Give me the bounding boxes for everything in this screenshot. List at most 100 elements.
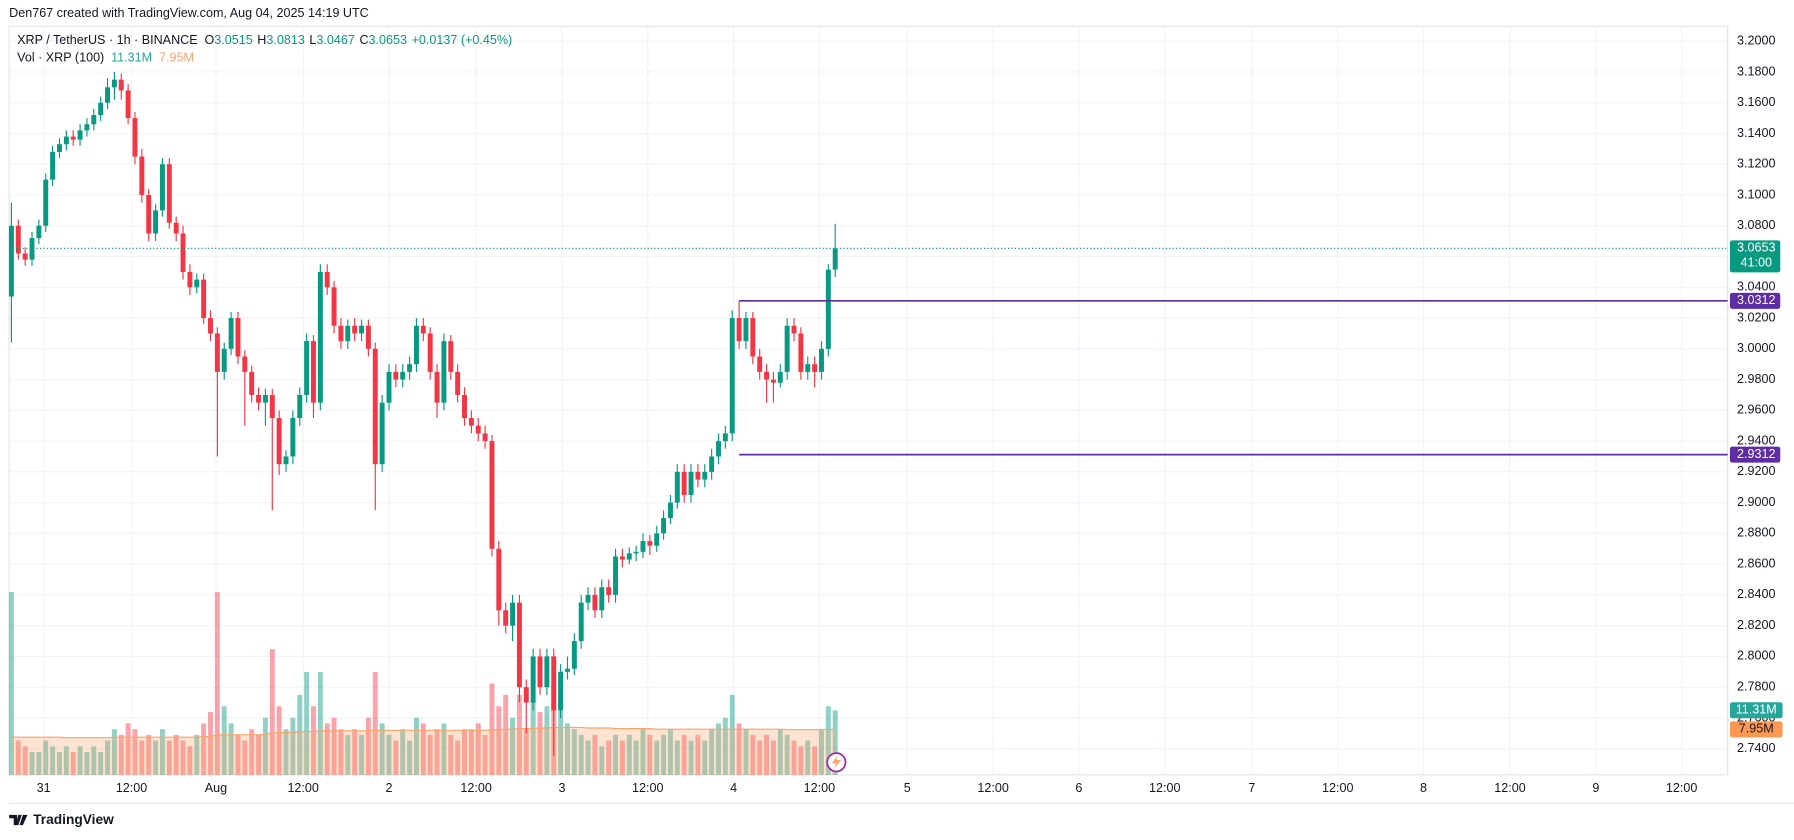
candle-body: [63, 136, 69, 145]
volume-bar: [523, 729, 529, 775]
candle-body: [153, 210, 159, 234]
volume-bar: [503, 694, 509, 775]
chart-frame: [8, 25, 1729, 776]
volume-bar: [434, 729, 440, 775]
legend-value: 3.0515: [214, 33, 252, 47]
candle-body: [448, 341, 454, 372]
volume-bar: [516, 694, 522, 775]
candle-body: [359, 325, 364, 334]
x-tick-label: 12:00: [1322, 781, 1353, 795]
candle-body: [221, 348, 227, 372]
volume-bar: [228, 723, 234, 775]
volume-bar: [661, 734, 667, 775]
candle-body: [228, 318, 234, 349]
volume-bar: [468, 729, 474, 775]
y-tick-label: 2.8400: [1737, 587, 1775, 601]
volume-bar: [407, 740, 413, 775]
candle-body: [798, 333, 804, 372]
volume-bar: [420, 723, 426, 775]
candle-body: [70, 136, 76, 140]
x-tick-label: 7: [1248, 781, 1255, 795]
volume-bar: [667, 729, 673, 775]
y-tick-label: 3.0800: [1737, 218, 1775, 232]
volume-bar: [441, 723, 447, 775]
volume-bar: [462, 729, 467, 775]
candle-body: [716, 441, 721, 457]
candle-body: [702, 471, 708, 480]
brand: TradingView: [33, 812, 114, 827]
volume-bar: [365, 717, 371, 775]
volume-bar: [283, 729, 289, 775]
legend-value: 3.0467: [316, 33, 354, 47]
volume-bar: [537, 712, 543, 775]
volume-ma-area: [11, 727, 836, 775]
legend-key: O: [204, 33, 214, 47]
x-tick-label: 12:00: [1666, 781, 1697, 795]
level-label: 3.0312: [1737, 293, 1775, 307]
y-tick-label: 2.9800: [1737, 372, 1775, 386]
volume-bar: [187, 746, 193, 775]
x-tick-label: 12:00: [460, 781, 491, 795]
volume-bar: [317, 672, 323, 775]
candle-body: [565, 668, 570, 672]
volume-bar: [166, 740, 172, 775]
volume-bar: [338, 729, 344, 775]
candle-body: [372, 348, 378, 465]
volume-bar: [91, 746, 97, 775]
volume-bar: [125, 723, 131, 775]
banner: Den767 created with TradingView.com, Aug…: [9, 6, 369, 20]
candle-body: [214, 333, 220, 372]
candle-body: [523, 687, 529, 703]
candle-body: [462, 394, 467, 419]
candle-body: [249, 371, 255, 395]
candle-body: [111, 79, 117, 88]
candle-body: [516, 602, 522, 688]
volume-ma-line: [11, 726, 836, 739]
candle-body: [482, 433, 488, 442]
volume-bar: [729, 694, 735, 775]
volume-bar: [63, 746, 69, 775]
y-tick-label: 3.0200: [1737, 310, 1775, 324]
candle-body: [613, 556, 618, 595]
volume-bar: [249, 729, 255, 775]
candle-body: [84, 124, 90, 131]
legend-key: L: [309, 33, 316, 47]
volume-bar: [812, 746, 818, 775]
candle-body: [578, 602, 584, 642]
candle-body: [420, 325, 426, 334]
candle-body: [393, 371, 399, 380]
volume-bar: [304, 672, 310, 775]
candle-body: [235, 318, 241, 357]
volume-bar: [43, 740, 49, 775]
candle-body: [743, 318, 749, 342]
candle-body: [187, 271, 193, 288]
candle-body: [166, 164, 172, 223]
volume-bar: [757, 740, 763, 775]
y-tick-label: 3.1400: [1737, 126, 1775, 140]
y-tick-label: 3.1200: [1737, 157, 1775, 171]
volume-bar: [716, 723, 721, 775]
candle-body: [455, 371, 461, 395]
volume-bar: [153, 740, 159, 775]
volume-bar: [105, 740, 110, 775]
candle-body: [510, 602, 516, 626]
volume-bar: [290, 717, 296, 775]
candle-body: [757, 356, 763, 372]
volume-bar: [743, 729, 749, 775]
volume-bar: [214, 592, 220, 775]
volume-bar: [262, 717, 268, 775]
volume-bar: [592, 734, 598, 775]
candle-body: [29, 238, 35, 260]
candle-body: [352, 325, 358, 334]
volume-bar: [475, 723, 481, 775]
volume-bar: [709, 729, 715, 775]
candle-body: [297, 394, 303, 419]
volume-bar: [770, 740, 776, 775]
candle-body: [283, 456, 289, 465]
volume-bar: [372, 672, 378, 775]
volume-bar: [688, 740, 694, 775]
volume-bar: [448, 734, 454, 775]
volume-label: 11.31M: [1736, 703, 1777, 717]
candle-body: [125, 90, 131, 119]
candle-body: [365, 325, 371, 349]
